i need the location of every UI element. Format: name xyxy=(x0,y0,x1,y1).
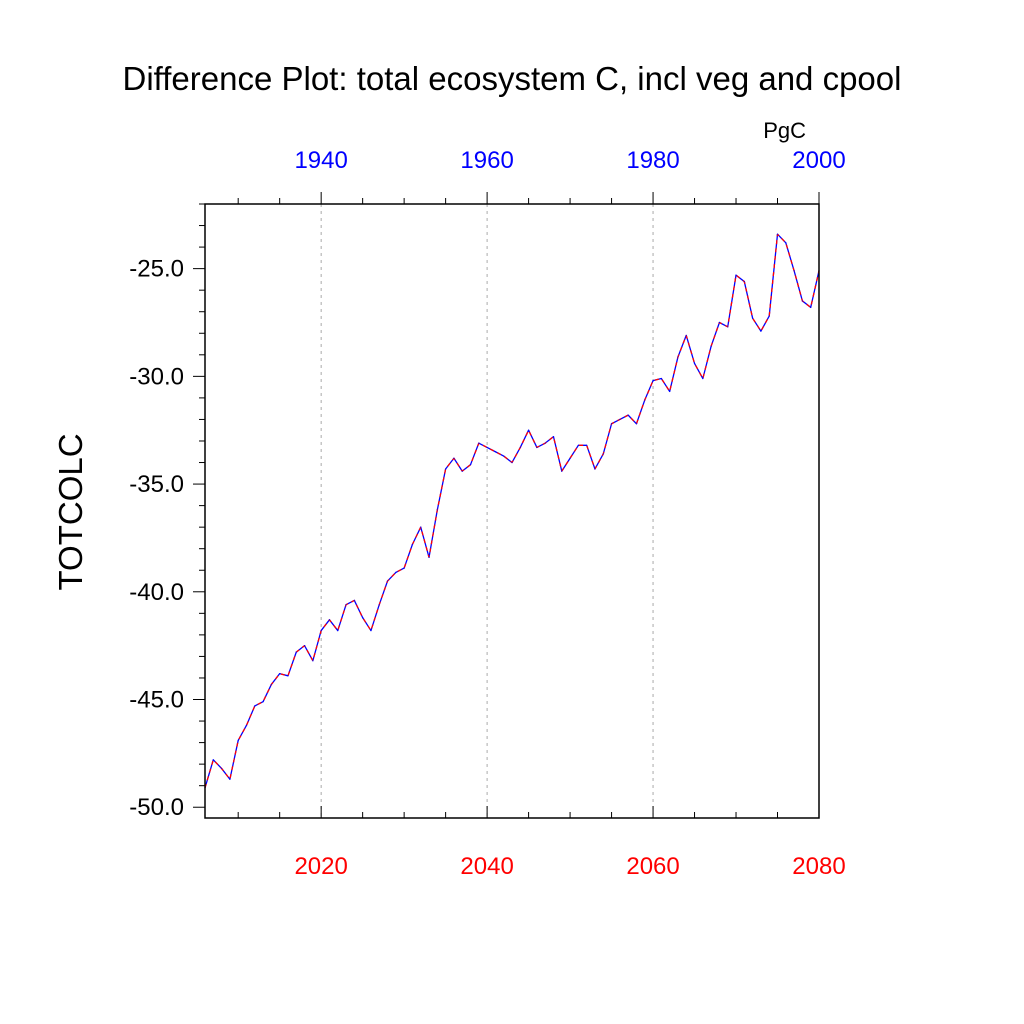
data-point xyxy=(411,543,414,545)
data-point xyxy=(353,599,355,602)
data-point xyxy=(494,451,497,453)
data-point xyxy=(801,300,804,302)
data-point xyxy=(594,468,596,470)
data-point xyxy=(793,270,795,272)
data-point xyxy=(760,330,762,332)
data-point xyxy=(511,461,513,464)
y-tick-label: -45.0 xyxy=(129,687,184,714)
data-point xyxy=(577,444,579,446)
data-point xyxy=(386,580,389,582)
data-point xyxy=(345,604,347,606)
label-layer: 2020 2040 2060 2080 1940 1960 1980 2000 -50.0 -45… xyxy=(129,147,845,880)
data-point xyxy=(752,317,754,319)
data-point xyxy=(669,390,671,393)
x-top-tick-label: 1940 xyxy=(294,147,347,174)
data-point xyxy=(428,556,430,558)
chart-title: Difference Plot: total ecosystem C, incl… xyxy=(123,60,902,97)
plot-frame xyxy=(204,203,820,819)
data-point xyxy=(735,274,737,276)
data-point xyxy=(337,629,339,632)
data-point xyxy=(220,767,223,770)
data-point xyxy=(270,683,272,686)
data-point xyxy=(718,321,721,324)
data-point xyxy=(810,306,812,309)
data-point xyxy=(279,673,281,675)
data-point xyxy=(644,399,646,401)
data-point xyxy=(370,629,372,632)
x-bottom-tick-label: 2060 xyxy=(626,853,679,880)
data-point xyxy=(362,617,364,619)
data-point xyxy=(445,468,447,470)
data-point xyxy=(685,334,687,337)
data-point xyxy=(610,423,613,425)
data-point xyxy=(635,423,638,425)
data-point xyxy=(652,380,654,382)
x-top-tick-label: 1980 xyxy=(626,147,679,174)
data-point xyxy=(237,739,239,742)
data-point xyxy=(254,705,256,707)
data-point xyxy=(586,444,588,446)
data-point xyxy=(461,470,463,472)
data-point xyxy=(395,571,397,574)
data-point xyxy=(536,446,538,449)
tick-layer xyxy=(193,192,820,818)
data-point xyxy=(627,414,629,416)
data-point xyxy=(287,675,289,677)
y-axis-label: TOTCOLC xyxy=(52,433,89,590)
x-bottom-tick-label: 2040 xyxy=(460,853,513,880)
data-point xyxy=(693,362,696,365)
x-top-tick-label: 1960 xyxy=(460,147,513,174)
data-point xyxy=(602,453,604,455)
data-point xyxy=(552,436,555,438)
data-point xyxy=(229,778,231,780)
y-tick-label: -30.0 xyxy=(129,363,184,390)
data-point xyxy=(702,377,704,380)
y-tick-label: -35.0 xyxy=(129,471,184,498)
data-point xyxy=(303,645,306,647)
data-point xyxy=(378,604,380,606)
data-point xyxy=(295,651,297,653)
data-point xyxy=(453,457,455,459)
data-point xyxy=(527,429,530,431)
series-layer xyxy=(204,233,820,789)
data-point xyxy=(312,660,314,662)
data-point xyxy=(478,442,480,444)
data-point xyxy=(768,315,770,317)
data-point xyxy=(743,280,745,283)
x-bottom-tick-label: 2020 xyxy=(294,853,347,880)
data-point xyxy=(503,455,505,457)
data-point xyxy=(569,457,571,459)
data-point xyxy=(660,377,662,380)
data-point xyxy=(677,356,679,358)
series-line-red xyxy=(204,233,820,789)
data-point xyxy=(436,509,438,511)
data-point xyxy=(245,724,248,726)
x-top-tick-label: 2000 xyxy=(792,147,845,174)
x-bottom-tick-label: 2080 xyxy=(792,853,845,880)
y-tick-label: -40.0 xyxy=(129,579,184,606)
data-point xyxy=(469,464,472,466)
data-point xyxy=(519,446,521,449)
data-point xyxy=(619,418,621,421)
data-point xyxy=(420,526,422,528)
data-point xyxy=(262,701,264,703)
data-point xyxy=(785,242,787,244)
data-point xyxy=(710,345,712,347)
data-point xyxy=(561,470,563,472)
series-line-blue xyxy=(204,233,820,789)
y-tick-label: -50.0 xyxy=(129,794,184,821)
data-point xyxy=(776,233,779,235)
data-point xyxy=(328,619,331,621)
data-point xyxy=(486,446,488,449)
y-tick-label: -25.0 xyxy=(129,256,184,283)
data-point xyxy=(212,759,214,761)
grid-layer xyxy=(320,204,654,818)
data-point xyxy=(544,442,546,444)
data-point xyxy=(727,326,729,328)
units-label: PgC xyxy=(763,118,806,143)
data-point xyxy=(320,629,322,632)
data-point xyxy=(403,567,405,569)
